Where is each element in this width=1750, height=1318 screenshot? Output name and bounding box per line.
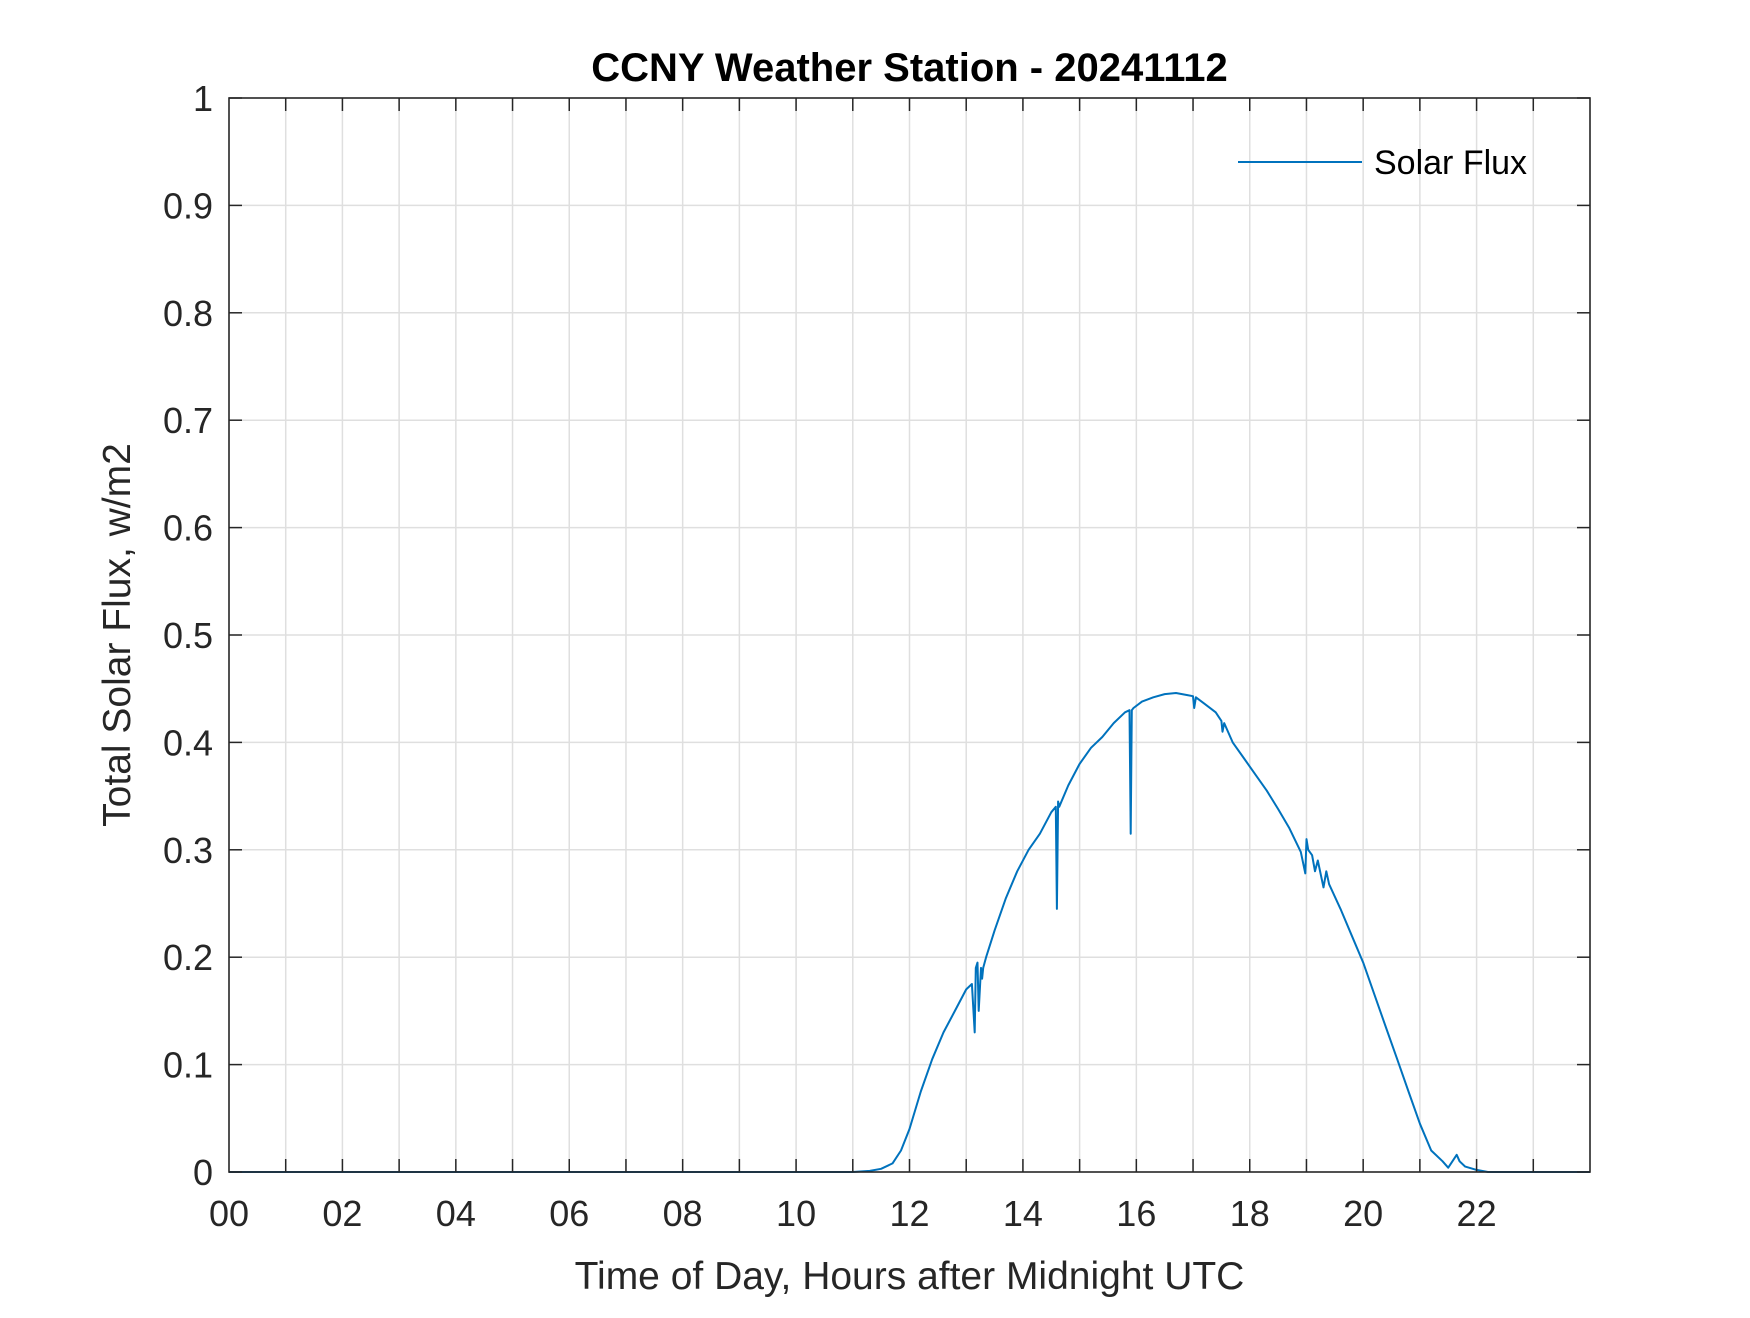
x-tick-label: 00 <box>209 1193 249 1234</box>
y-tick-label: 0.7 <box>163 400 213 441</box>
grid <box>229 98 1590 1172</box>
y-tick-label: 0.2 <box>163 937 213 978</box>
y-tick-label: 0.1 <box>163 1045 213 1086</box>
x-tick-label: 12 <box>889 1193 929 1234</box>
y-tick-label: 0.6 <box>163 508 213 549</box>
series-line-solar-flux <box>229 692 1590 1173</box>
y-tick-label: 0.5 <box>163 615 213 656</box>
x-tick-label: 20 <box>1343 1193 1383 1234</box>
x-tick-label: 14 <box>1003 1193 1043 1234</box>
legend: Solar Flux <box>1238 144 1527 182</box>
x-tick-label: 10 <box>776 1193 816 1234</box>
x-axis-title: Time of Day, Hours after Midnight UTC <box>575 1255 1245 1298</box>
x-tick-label: 06 <box>549 1193 589 1234</box>
y-tick-label: 1 <box>193 78 213 119</box>
x-tick-label: 16 <box>1116 1193 1156 1234</box>
y-tick-label: 0.8 <box>163 293 213 334</box>
x-tick-label: 22 <box>1457 1193 1497 1234</box>
x-tick-label: 04 <box>436 1193 476 1234</box>
y-tick-label: 0 <box>193 1152 213 1193</box>
legend-label-solar-flux: Solar Flux <box>1374 144 1527 182</box>
y-tick-labels: 0 0.1 0.2 0.3 0.4 0.5 0.6 0.7 0.8 0.9 1 <box>163 78 213 1193</box>
chart-title: CCNY Weather Station - 20241112 <box>591 46 1228 90</box>
y-axis-title: Total Solar Flux, w/m2 <box>96 443 139 827</box>
y-tick-label: 0.3 <box>163 830 213 871</box>
tick-marks <box>229 97 1590 1173</box>
y-tick-label: 0.9 <box>163 185 213 226</box>
series-layer <box>229 692 1590 1173</box>
x-tick-labels: 00 02 04 06 08 10 12 14 16 18 20 22 <box>209 1193 1497 1234</box>
x-tick-label: 02 <box>322 1193 362 1234</box>
y-tick-label: 0.4 <box>163 722 213 763</box>
x-tick-label: 18 <box>1230 1193 1270 1234</box>
x-tick-label: 08 <box>663 1193 703 1234</box>
